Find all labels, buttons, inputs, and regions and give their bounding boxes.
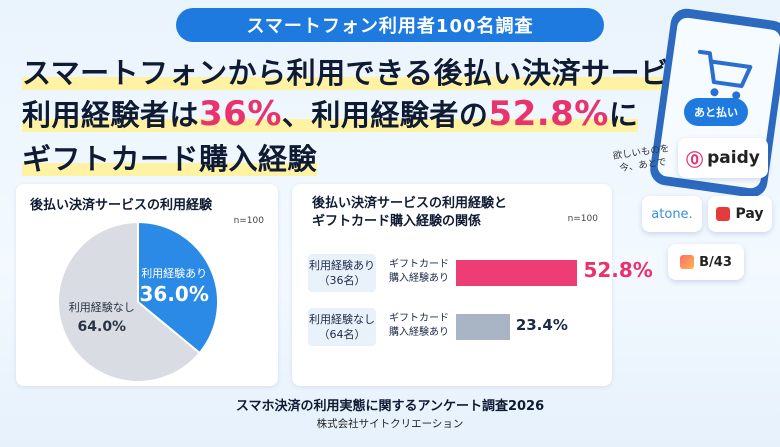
pie-label-1: 利用経験なし xyxy=(69,300,135,314)
paidy-mark-icon: ⓪ xyxy=(686,150,704,171)
bar-value-1: 23.4% xyxy=(515,316,568,334)
pie-chart: 利用経験あり 36.0% 利用経験なし 64.0% xyxy=(57,220,219,382)
bar-category-1: ギフトカード 購入経験あり xyxy=(386,312,452,340)
bar-value-0: 52.8% xyxy=(583,258,653,282)
bar-group-name-0: 利用経験あり xyxy=(309,259,375,272)
bar-chart-title-2: ギフトカード購入経験の関係 xyxy=(312,214,482,229)
phone-illustration xyxy=(648,6,780,200)
pie-chart-n: n=100 xyxy=(233,216,264,226)
atone-logo: atone. xyxy=(651,206,693,222)
merpay-logo-card: Pay xyxy=(708,196,772,232)
bar-chart-title-1: 後払い決済サービスの利用経験と xyxy=(312,196,508,211)
atone-logo-card: atone. xyxy=(642,196,702,232)
pie-slice-1 xyxy=(57,220,202,382)
bar-chart-n: n=100 xyxy=(567,214,598,224)
headline-line-1: スマートフォンから利用できる後払い決済サービス xyxy=(22,50,700,92)
bar-category-line2-1: 購入経験あり xyxy=(389,327,449,338)
bar-group-count-0: （36名） xyxy=(318,274,366,287)
bar-group-label-1: 利用経験なし （64名） xyxy=(308,308,376,346)
bar-group-name-1: 利用経験なし xyxy=(309,313,375,326)
atobarai-bubble: あと払い xyxy=(684,98,748,126)
b43-logo: B/43 xyxy=(699,254,732,270)
merpay-logo: Pay xyxy=(735,206,764,222)
bar-category-line2-0: 購入経験あり xyxy=(389,273,449,284)
headline-line-2: 利用経験者は36%、利用経験者の52.8%に xyxy=(22,92,639,134)
bar-0 xyxy=(456,260,578,286)
bar-category-line1-1: ギフトカード xyxy=(389,313,449,324)
pie-chart-title: 後払い決済サービスの利用経験 xyxy=(30,198,213,213)
paidy-logo-card: ⓪ paidy xyxy=(678,138,768,178)
headline-text-e: に xyxy=(608,98,639,132)
company-name: 株式会社サイトクリエーション xyxy=(316,418,464,430)
survey-pill: スマートフォン利用者100名調査 xyxy=(176,8,604,42)
bar-1 xyxy=(456,314,510,340)
pie-chart-card: 後払い決済サービスの利用経験 n=100 利用経験あり 36.0% 利用経験なし 64… xyxy=(16,184,278,386)
headline-line-3: ギフトカード購入経験 xyxy=(22,136,318,178)
cart-icon xyxy=(697,49,753,100)
bar-category-0: ギフトカード 購入経験あり xyxy=(386,258,452,286)
headline-highlight-36: 36% xyxy=(199,94,282,134)
bar-category-line1-0: ギフトカード xyxy=(389,259,449,270)
bar-group-label-0: 利用経験あり （36名） xyxy=(308,254,376,292)
survey-name: スマホ決済の利用実態に関するアンケート調査2026 xyxy=(235,399,545,414)
pie-slice-0 xyxy=(137,220,219,355)
pie-label-0: 利用経験あり xyxy=(141,266,207,280)
pie-value-1: 64.0% xyxy=(78,319,127,335)
bar-chart-card: 後払い決済サービスの利用経験と ギフトカード購入経験の関係 n=100 利用経験… xyxy=(292,184,653,386)
bar-group-count-1: （64名） xyxy=(318,328,366,341)
phone-screen xyxy=(656,16,780,190)
paidy-logo: paidy xyxy=(707,148,760,168)
b43-mark-icon xyxy=(680,255,695,269)
merpay-mark-icon xyxy=(716,207,731,221)
headline-line-1-text: スマートフォンから利用できる後払い決済サービス xyxy=(22,56,700,90)
pie-value-0: 36.0% xyxy=(139,282,208,306)
headline-line-3-text: ギフトカード購入経験 xyxy=(22,142,318,176)
b43-logo-card: B/43 xyxy=(668,244,744,280)
headline-text-c: 、利用経験者の xyxy=(281,98,489,132)
headline-text-a: 利用経験者は xyxy=(22,98,200,132)
headline-highlight-528: 52.8% xyxy=(488,94,609,134)
